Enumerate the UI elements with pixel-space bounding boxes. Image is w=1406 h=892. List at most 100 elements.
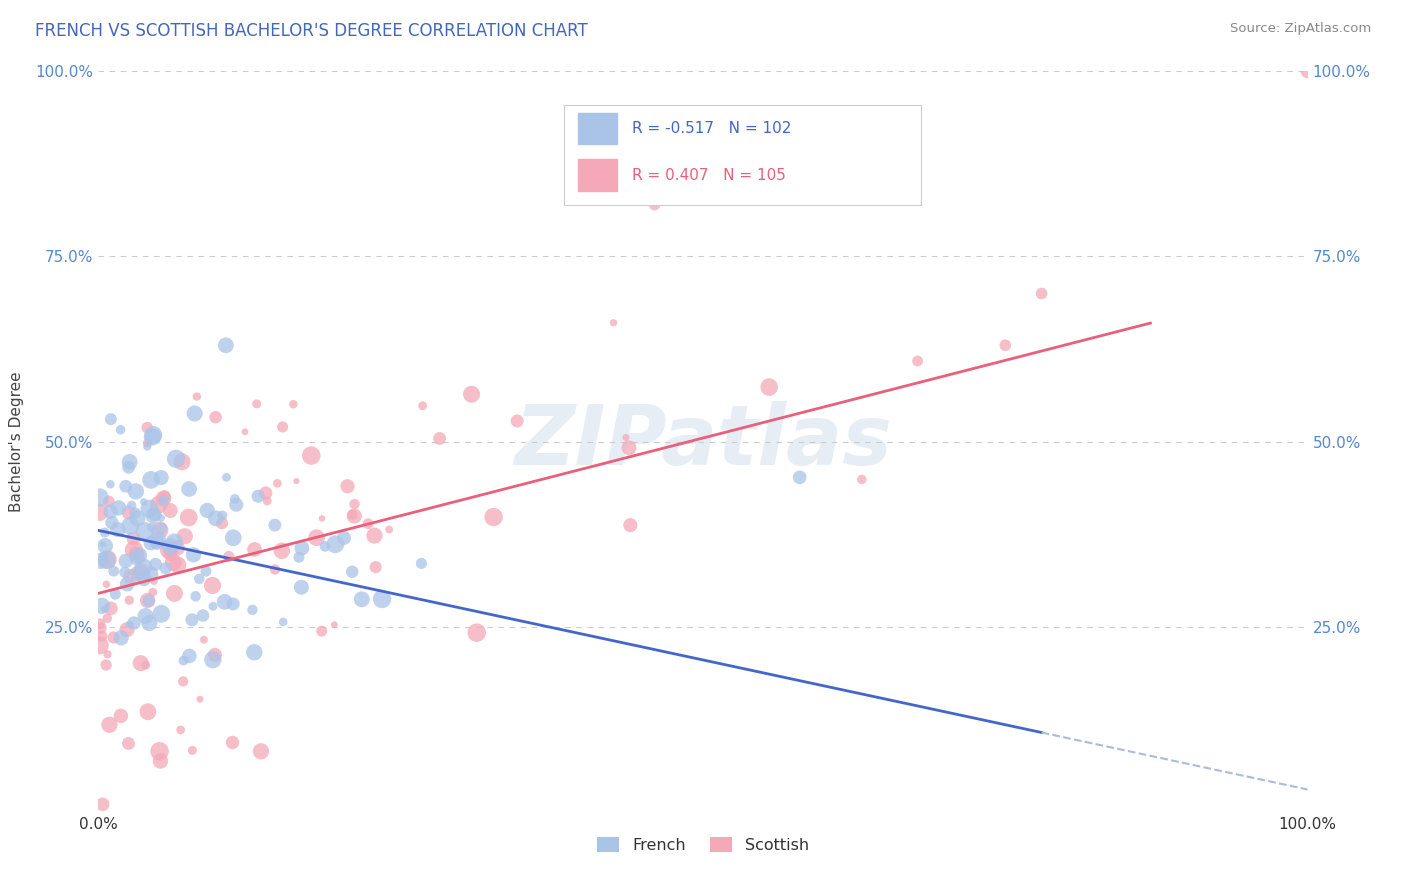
Point bbox=[357, 516, 380, 531]
Point bbox=[135, 658, 157, 673]
Point bbox=[506, 414, 529, 428]
Point bbox=[90, 554, 112, 568]
Point bbox=[191, 608, 214, 623]
Point bbox=[89, 505, 111, 519]
Point bbox=[115, 577, 138, 591]
Point bbox=[619, 518, 641, 533]
Point bbox=[195, 503, 218, 517]
Point bbox=[157, 543, 180, 558]
Point bbox=[149, 754, 172, 768]
Text: ZIPatlas: ZIPatlas bbox=[515, 401, 891, 482]
Point bbox=[96, 553, 118, 567]
Point bbox=[411, 557, 433, 571]
Point bbox=[907, 354, 929, 368]
Point bbox=[311, 511, 333, 525]
Point bbox=[342, 508, 364, 522]
Point bbox=[758, 380, 780, 394]
Point bbox=[1296, 64, 1319, 78]
Point bbox=[250, 744, 273, 758]
Point bbox=[225, 498, 247, 512]
Point bbox=[89, 616, 111, 631]
Point bbox=[142, 428, 165, 442]
Point bbox=[150, 511, 173, 525]
Point bbox=[314, 540, 336, 554]
Text: R = -0.517   N = 102: R = -0.517 N = 102 bbox=[631, 121, 792, 136]
Point bbox=[98, 718, 121, 732]
Point bbox=[218, 549, 240, 564]
Point bbox=[994, 338, 1017, 352]
Point bbox=[122, 532, 145, 546]
Point bbox=[1031, 286, 1053, 301]
Point bbox=[204, 648, 226, 662]
Point bbox=[271, 420, 294, 434]
Point bbox=[96, 577, 118, 591]
Point bbox=[128, 549, 150, 563]
Point bbox=[246, 397, 269, 411]
Point bbox=[142, 508, 165, 523]
Point bbox=[188, 692, 211, 706]
Point bbox=[183, 407, 205, 421]
Point bbox=[159, 547, 181, 561]
Point bbox=[93, 549, 115, 563]
Point bbox=[740, 153, 762, 168]
Point bbox=[299, 449, 322, 463]
Point bbox=[150, 470, 173, 484]
Point bbox=[129, 656, 152, 670]
Point bbox=[138, 501, 160, 516]
Point bbox=[118, 455, 141, 469]
Point bbox=[153, 493, 176, 508]
Point bbox=[110, 423, 132, 437]
Point bbox=[94, 539, 117, 553]
Point bbox=[89, 638, 111, 652]
Point bbox=[149, 522, 172, 536]
Point bbox=[221, 735, 243, 749]
Point bbox=[363, 528, 385, 542]
Point bbox=[139, 473, 162, 487]
Point bbox=[170, 455, 193, 469]
Point bbox=[159, 540, 181, 554]
Point bbox=[224, 491, 246, 506]
Point bbox=[283, 397, 305, 411]
Point bbox=[122, 542, 145, 557]
Point bbox=[134, 524, 156, 539]
Point bbox=[264, 518, 287, 533]
Point bbox=[343, 509, 366, 524]
Point bbox=[115, 623, 138, 637]
Point bbox=[194, 564, 217, 578]
Point bbox=[169, 723, 191, 737]
Point bbox=[94, 658, 117, 673]
Point bbox=[107, 523, 129, 537]
Point bbox=[159, 503, 181, 517]
Point bbox=[166, 541, 188, 555]
Point bbox=[110, 631, 132, 645]
Point bbox=[789, 470, 811, 484]
Point bbox=[117, 736, 139, 750]
Point bbox=[247, 489, 270, 503]
Point bbox=[264, 562, 287, 576]
Point bbox=[412, 399, 434, 413]
Point bbox=[125, 546, 148, 560]
Point bbox=[305, 531, 328, 545]
Point bbox=[179, 648, 201, 663]
Point bbox=[114, 566, 136, 580]
Point bbox=[181, 743, 204, 757]
Point bbox=[121, 499, 143, 513]
Point bbox=[148, 744, 170, 758]
Point bbox=[89, 491, 111, 505]
Point bbox=[146, 535, 169, 549]
Point bbox=[117, 506, 139, 520]
Point bbox=[173, 654, 195, 668]
Text: FRENCH VS SCOTTISH BACHELOR'S DEGREE CORRELATION CHART: FRENCH VS SCOTTISH BACHELOR'S DEGREE COR… bbox=[35, 22, 588, 40]
Text: Source: ZipAtlas.com: Source: ZipAtlas.com bbox=[1230, 22, 1371, 36]
Point bbox=[125, 551, 148, 566]
Bar bbox=[578, 112, 617, 144]
Point bbox=[222, 597, 245, 611]
Point bbox=[91, 537, 114, 551]
Point bbox=[201, 653, 224, 667]
FancyBboxPatch shape bbox=[564, 104, 921, 204]
Point bbox=[163, 535, 186, 549]
Point bbox=[162, 556, 184, 570]
Point bbox=[211, 508, 233, 523]
Point bbox=[149, 523, 172, 537]
Point bbox=[139, 567, 162, 582]
